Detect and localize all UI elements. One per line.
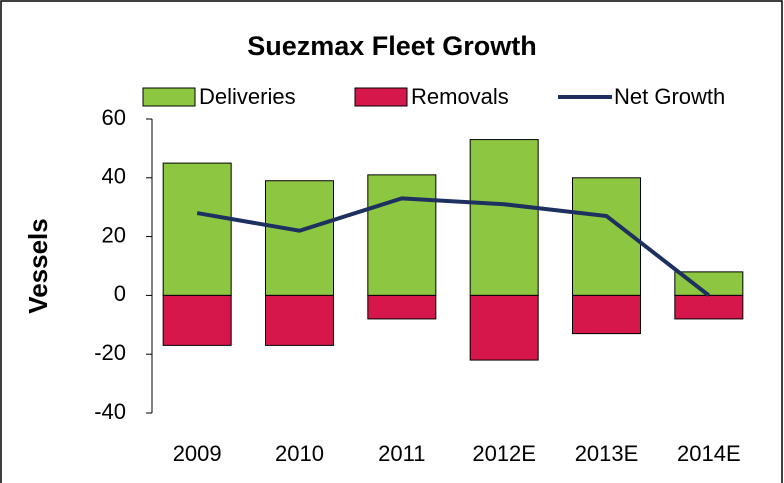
bar [367,174,437,296]
y-tick-label: 0 [114,281,126,306]
bar [674,294,744,320]
bar [469,294,539,361]
x-tick-label: 2014E [677,441,741,466]
bar [162,162,232,296]
line [196,196,711,297]
bar [367,294,437,320]
bar [162,294,232,346]
bar [572,177,641,296]
y-axis-label: Vessels [23,218,53,313]
legend-swatch [142,87,196,107]
x-tick-label: 2011 [378,441,425,466]
legend-label: Deliveries [199,84,296,109]
bar [265,180,334,296]
bar [572,294,641,335]
legend-label: Net Growth [614,84,725,109]
legend-label: Removals [411,84,509,109]
legend-swatch [354,87,408,107]
y-tick-label: 40 [102,164,126,189]
y-tick-label: 60 [102,105,126,130]
chart-title: Suezmax Fleet Growth [247,31,537,61]
y-tick-label: 20 [102,222,126,247]
y-tick-label: -40 [94,399,126,424]
x-tick-label: 2009 [173,441,222,466]
x-tick-label: 2010 [275,441,324,466]
bar [469,139,539,296]
bar [265,294,334,346]
y-tick-label: -20 [94,340,126,365]
x-tick-label: 2013E [575,441,639,466]
x-tick-label: 2012E [472,441,536,466]
